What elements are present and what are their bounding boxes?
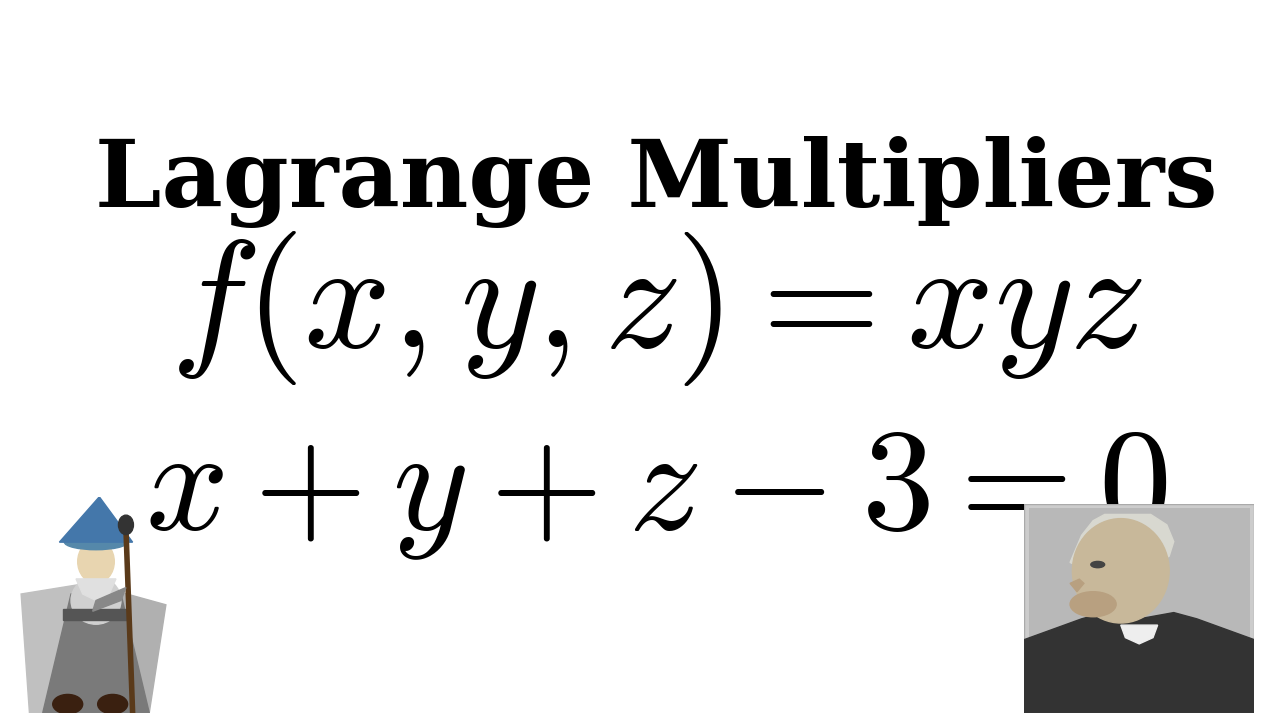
Polygon shape: [1070, 514, 1174, 577]
Ellipse shape: [52, 694, 83, 714]
Polygon shape: [1121, 625, 1157, 644]
Polygon shape: [92, 588, 125, 611]
Text: Lagrange Multipliers: Lagrange Multipliers: [95, 136, 1217, 228]
Ellipse shape: [64, 534, 128, 550]
Ellipse shape: [1091, 562, 1105, 567]
Polygon shape: [20, 583, 105, 713]
Ellipse shape: [1070, 592, 1116, 617]
Polygon shape: [76, 579, 116, 600]
Bar: [63, 609, 129, 620]
Circle shape: [119, 516, 133, 534]
Polygon shape: [87, 583, 166, 713]
Ellipse shape: [97, 694, 128, 714]
Polygon shape: [42, 594, 150, 713]
Text: $f(x,y,z)=xyz$: $f(x,y,z)=xyz$: [170, 229, 1142, 387]
Ellipse shape: [70, 577, 122, 624]
Ellipse shape: [78, 540, 114, 583]
Polygon shape: [1070, 579, 1084, 592]
Text: $x+y+z-3=0$: $x+y+z-3=0$: [145, 420, 1167, 562]
Ellipse shape: [1073, 518, 1169, 623]
Polygon shape: [1024, 613, 1254, 713]
Polygon shape: [59, 497, 133, 542]
